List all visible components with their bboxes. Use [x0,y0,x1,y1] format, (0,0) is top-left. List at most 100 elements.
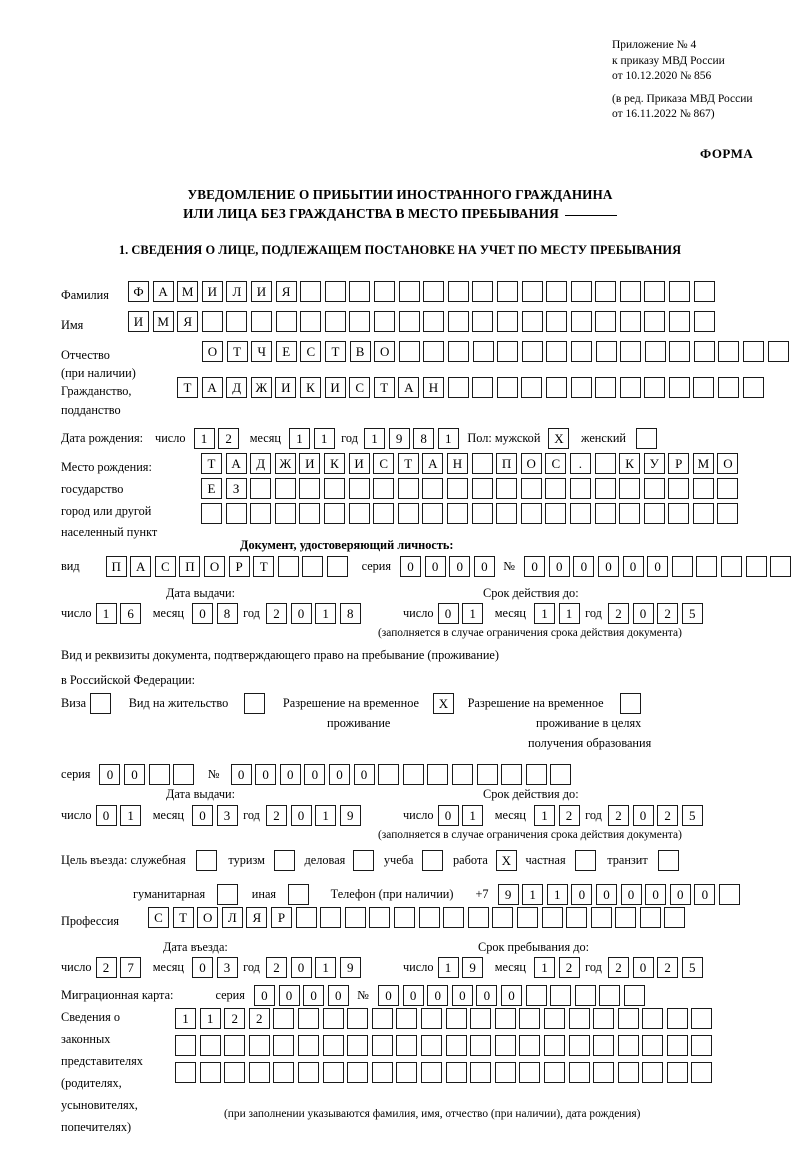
legal-rep-2-cell[interactable] [248,1035,270,1056]
legal-rep-2-cell[interactable] [420,1035,442,1056]
patronymic-cell[interactable]: Т [324,341,346,362]
birth-day-cell[interactable]: 1 [193,428,215,449]
birthplace-city2-cell[interactable] [471,503,493,524]
birthplace-city-cell[interactable] [348,478,370,499]
surname-cell[interactable] [693,281,715,302]
permit-valid-month-cell[interactable]: 1 [533,805,555,826]
surname-cell[interactable] [373,281,395,302]
patronymic-cell[interactable] [546,341,568,362]
doc-kind-cell[interactable] [327,556,348,577]
birthplace-city-cell[interactable] [643,478,665,499]
legal-rep-2-cell[interactable] [297,1035,319,1056]
doc-series-cell[interactable]: 0 [473,556,495,577]
birthplace-state-cell[interactable]: А [225,453,247,474]
legal-rep-3-cell[interactable] [470,1062,492,1083]
legal-rep-3-cell[interactable] [273,1062,295,1083]
legal-rep-3-cell[interactable] [224,1062,246,1083]
permit-issue-month-cell[interactable]: 0 [191,805,213,826]
permit-valid-year-cell[interactable]: 0 [632,805,654,826]
legal-rep-3-cell[interactable] [568,1062,590,1083]
permit-valid-month-cell[interactable]: 2 [558,805,580,826]
doc-kind-cell[interactable]: Т [253,556,275,577]
birthplace-city2-cell[interactable] [569,503,591,524]
birthplace-city2-cell[interactable] [692,503,714,524]
sex-female-checkbox[interactable] [635,428,657,449]
stay-year-cell[interactable]: 5 [681,957,703,978]
legal-rep-2-cell[interactable] [199,1035,221,1056]
surname-cell[interactable] [349,281,371,302]
permit-number-cell[interactable] [501,764,523,785]
birthplace-city2-cell[interactable] [668,503,690,524]
patronymic-cell[interactable] [620,341,642,362]
profession-cell[interactable] [541,907,563,928]
migration-number-cell[interactable]: 0 [378,985,400,1006]
patronymic-cell[interactable] [521,341,543,362]
profession-cell[interactable] [615,907,637,928]
birthplace-city2-cell[interactable] [250,503,272,524]
birthplace-state-cell[interactable]: О [520,453,542,474]
given-name-cell[interactable] [275,311,297,332]
patronymic-cell[interactable]: В [349,341,371,362]
patronymic-cell[interactable] [693,341,715,362]
birth-year-cell[interactable]: 1 [363,428,385,449]
permit-number-cell[interactable] [550,764,572,785]
surname-cell[interactable] [644,281,666,302]
doc-number-cell[interactable] [770,556,792,577]
migration-series-cell[interactable]: 0 [278,985,300,1006]
permit-issue-month-cell[interactable]: 3 [216,805,238,826]
doc-series-cell[interactable]: 0 [449,556,471,577]
birthplace-state-cell[interactable]: Ж [274,453,296,474]
surname-cell[interactable]: И [201,281,223,302]
birthplace-city-cell[interactable] [323,478,345,499]
birthplace-city-cells-2[interactable] [201,503,739,524]
birthplace-city2-cell[interactable] [225,503,247,524]
surname-cell[interactable] [619,281,641,302]
birthplace-city-cell[interactable] [569,478,591,499]
legal-rep-2-cell[interactable] [543,1035,565,1056]
birthplace-city-cell[interactable] [299,478,321,499]
phone-cell[interactable]: 9 [497,884,519,905]
birthplace-city2-cell[interactable] [274,503,296,524]
legal-rep-3-cell[interactable] [494,1062,516,1083]
birthplace-state-cell[interactable]: А [422,453,444,474]
doc-kind-cell[interactable] [302,556,324,577]
profession-cell[interactable] [664,907,686,928]
doc-valid-year-cell[interactable]: 2 [607,603,629,624]
birthplace-city2-cell[interactable] [717,503,739,524]
surname-cell[interactable]: И [250,281,272,302]
birthplace-city-cell[interactable] [496,478,518,499]
birthplace-city-cell[interactable] [250,478,272,499]
birthplace-city-cell[interactable] [668,478,690,499]
phone-cell[interactable]: 0 [571,884,593,905]
birth-year-cell[interactable]: 8 [413,428,435,449]
legal-rep-2-cell[interactable] [224,1035,246,1056]
purpose-work-checkbox[interactable]: X [495,850,517,871]
citizenship-cell[interactable] [718,377,740,398]
legal-rep-1-cell[interactable] [445,1008,467,1029]
legal-rep-1-cell[interactable] [494,1008,516,1029]
stay-year-cell[interactable]: 2 [657,957,679,978]
migration-series-cell[interactable]: 0 [303,985,325,1006]
given-name-cell[interactable] [447,311,469,332]
birthplace-state-cell[interactable]: Р [668,453,690,474]
visa-checkbox[interactable] [90,693,112,714]
surname-cell[interactable] [669,281,691,302]
surname-cell[interactable]: Л [226,281,248,302]
birthplace-city2-cell[interactable] [397,503,419,524]
given-name-cell[interactable] [693,311,715,332]
profession-cell[interactable] [516,907,538,928]
birthplace-city-cell[interactable]: Е [201,478,222,499]
doc-number-cell[interactable] [671,556,693,577]
given-name-cell[interactable] [398,311,420,332]
birthplace-city-cell[interactable] [520,478,542,499]
given-name-cell[interactable] [324,311,346,332]
legal-rep-3-cell[interactable] [617,1062,639,1083]
legal-rep-1-cell[interactable]: 1 [199,1008,221,1029]
